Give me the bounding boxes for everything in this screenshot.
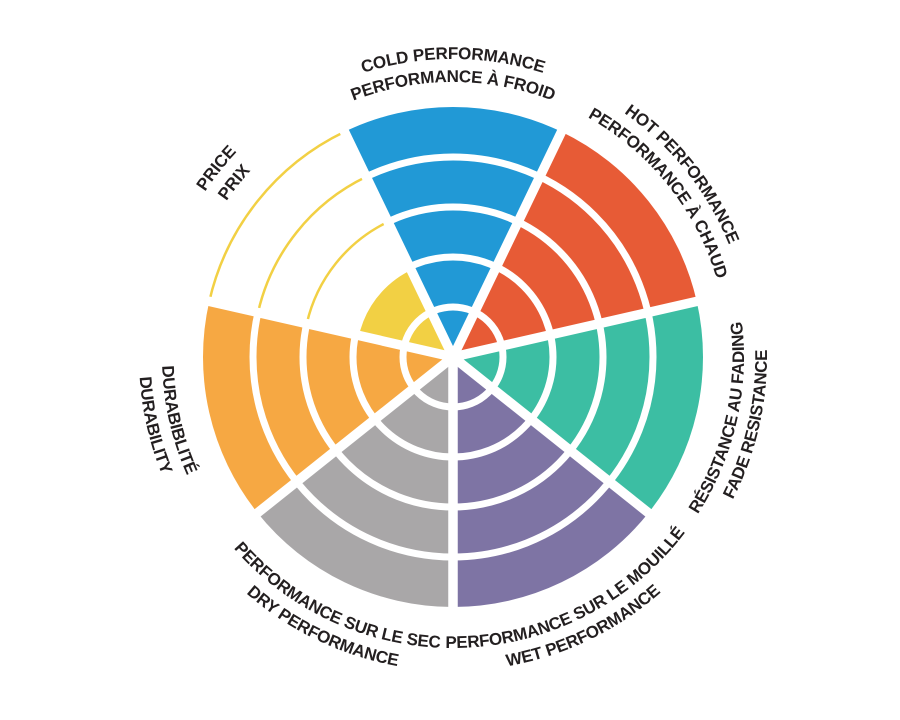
sector-price-empty-ring-5	[208, 130, 346, 302]
sector-dry-performance-fill	[257, 357, 453, 607]
sector-separator-5	[195, 293, 455, 362]
unfilled-ring-arcs	[208, 130, 389, 324]
sector-separator-4	[244, 353, 456, 525]
sector-wet-performance-fill	[453, 357, 649, 607]
sector-fills	[203, 106, 704, 607]
sector-separator-2	[450, 353, 662, 525]
sector-price-empty-ring-3	[305, 220, 389, 324]
sector-price-empty-ring-4	[256, 175, 367, 313]
sector-cold-performance-label-line2: PERFORMANCE À FROID	[348, 67, 558, 104]
sector-durability-fill	[203, 301, 453, 513]
sector-separator-6	[334, 117, 458, 360]
sector-separator-0	[448, 117, 572, 360]
sector-fade-resistance-fill	[453, 301, 704, 513]
sector-separators	[195, 117, 711, 620]
sector-separator-1	[451, 293, 711, 362]
sector-cold-performance-fill	[344, 106, 562, 357]
sector-hot-performance-fill	[453, 131, 697, 357]
